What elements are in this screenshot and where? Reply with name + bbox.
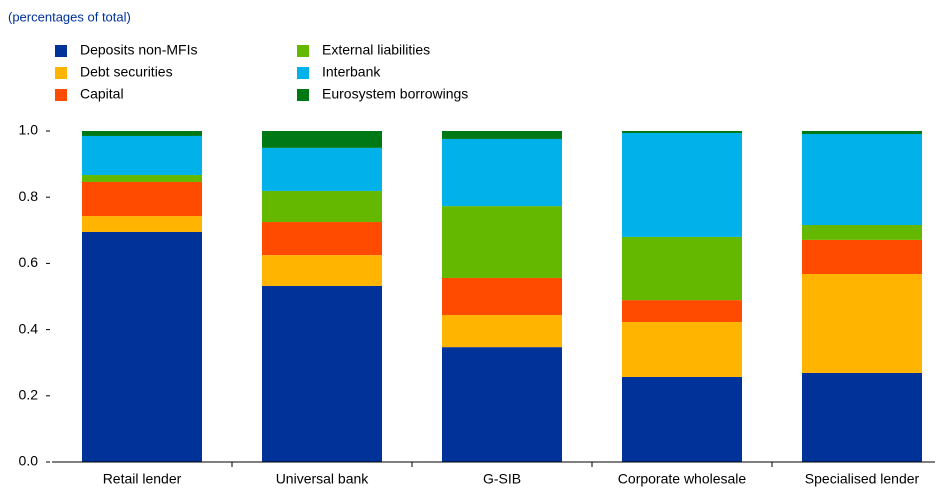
bar-segment <box>262 285 382 462</box>
bar-segment <box>442 206 562 278</box>
x-tick-label: Universal bank <box>276 471 370 487</box>
bar-segment <box>802 372 922 462</box>
bar-segment <box>802 225 922 240</box>
bar-segment <box>802 131 922 134</box>
legend-label: Debt securities <box>80 64 173 80</box>
x-tick-label: G-SIB <box>483 471 521 487</box>
bar-segment <box>622 300 742 322</box>
legend-label: Interbank <box>322 64 381 80</box>
bar-segment <box>262 147 382 191</box>
bar-segment <box>442 277 562 316</box>
y-tick-label: 1.0 <box>19 122 39 138</box>
legend-swatch <box>55 89 67 101</box>
legend-label: Eurosystem borrowings <box>322 86 468 102</box>
bar-segment <box>82 231 202 462</box>
legend-label: External liabilities <box>322 42 430 58</box>
x-tick-label: Retail lender <box>103 471 182 487</box>
bar-segment <box>262 131 382 148</box>
x-tick-label: Specialised lender <box>805 471 920 487</box>
bar-segment <box>82 135 202 176</box>
bar-segment <box>622 236 742 301</box>
bar-segment <box>262 255 382 286</box>
bar-segment <box>622 131 742 133</box>
bar-segment <box>442 131 562 139</box>
bar-segment <box>802 133 922 226</box>
legend-label: Deposits non-MFIs <box>80 42 197 58</box>
legend-swatch <box>297 45 309 57</box>
bar-segment <box>82 131 202 136</box>
bar-segment <box>622 376 742 462</box>
x-tick-label: Corporate wholesale <box>618 471 747 487</box>
y-tick-label: 0.0 <box>19 453 39 469</box>
legend-swatch <box>55 67 67 79</box>
legend-swatch <box>297 67 309 79</box>
bar-segment <box>442 347 562 462</box>
legend-label: Capital <box>80 86 124 102</box>
bar-segment <box>82 175 202 182</box>
legend-swatch <box>55 45 67 57</box>
bar-segment <box>442 315 562 348</box>
y-tick-label: 0.2 <box>19 387 39 403</box>
bar-segment <box>622 321 742 377</box>
bar-segment <box>262 222 382 256</box>
legend-swatch <box>297 89 309 101</box>
bar-segment <box>82 216 202 232</box>
bar-segment <box>262 190 382 223</box>
bar-segment <box>802 239 922 274</box>
y-tick-label: 0.6 <box>19 254 39 270</box>
bar-segment <box>82 181 202 217</box>
bar-segment <box>802 273 922 373</box>
y-tick-label: 0.4 <box>19 320 39 336</box>
chart-subtitle: (percentages of total) <box>8 9 131 24</box>
y-tick-label: 0.8 <box>19 188 39 204</box>
bar-segment <box>622 132 742 237</box>
bar-segment <box>442 138 562 207</box>
